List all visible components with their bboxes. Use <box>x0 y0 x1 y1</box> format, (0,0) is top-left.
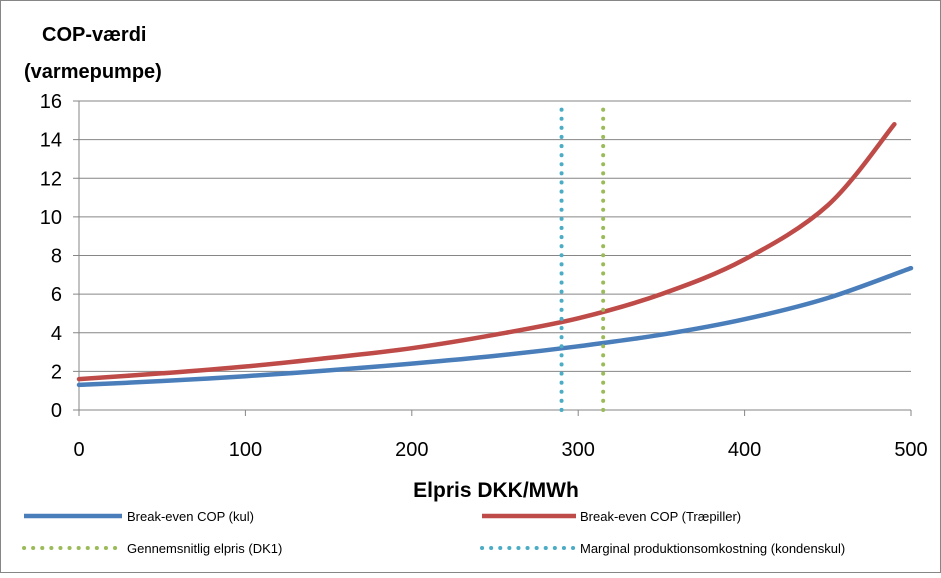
y-tick-label-4: 4 <box>51 323 62 345</box>
x-tick-label-100: 100 <box>229 439 262 461</box>
series-layer <box>76 104 914 412</box>
legend-item-gennemsnitlig-elpris: Gennemsnitlig elpris (DK1) <box>22 541 282 556</box>
series-line-kul <box>76 265 914 388</box>
axis-layer: 0 2 4 6 8 10 12 14 16 0 100 200 300 400 500 <box>40 91 928 461</box>
label-layer: COP-værdi (varmepumpe) Elpris DKK/MWh <box>24 24 579 502</box>
series-line-traepiller <box>76 121 897 382</box>
y-tick-label-6: 6 <box>51 284 62 306</box>
x-tick-label-200: 200 <box>395 439 428 461</box>
y-tick-label-2: 2 <box>51 361 62 383</box>
x-tick-label-300: 300 <box>562 439 595 461</box>
legend: Break-even COP (kul) Break-even COP (Træ… <box>22 509 845 556</box>
legend-label-gennemsnitlig-elpris: Gennemsnitlig elpris (DK1) <box>127 541 282 556</box>
y-tick-label-12: 12 <box>40 168 62 190</box>
y-tick-label-14: 14 <box>40 130 62 152</box>
y-tick-label-8: 8 <box>51 246 62 268</box>
grid-layer <box>79 100 911 372</box>
y-axis-title-line-2: (varmepumpe) <box>24 61 162 83</box>
legend-item-traepiller: Break-even COP (Træpiller) <box>482 509 741 524</box>
legend-label-kul: Break-even COP (kul) <box>127 509 254 524</box>
legend-label-traepiller: Break-even COP (Træpiller) <box>580 509 741 524</box>
y-tick-label-10: 10 <box>40 207 62 229</box>
legend-item-marginal-produktionsomkostning: Marginal produktionsomkostning (kondensk… <box>480 541 845 556</box>
x-axis-title: Elpris DKK/MWh <box>413 479 579 502</box>
legend-label-marginal-produktionsomkostning: Marginal produktionsomkostning (kondensk… <box>580 541 845 556</box>
y-axis-title-line-1: COP-værdi <box>42 24 146 46</box>
y-tick-label-0: 0 <box>51 400 62 422</box>
legend-item-kul: Break-even COP (kul) <box>24 509 254 524</box>
x-tick-label-400: 400 <box>728 439 761 461</box>
y-tick-label-16: 16 <box>40 91 62 113</box>
x-tick-label-500: 500 <box>894 439 927 461</box>
x-tick-label-0: 0 <box>73 439 84 461</box>
